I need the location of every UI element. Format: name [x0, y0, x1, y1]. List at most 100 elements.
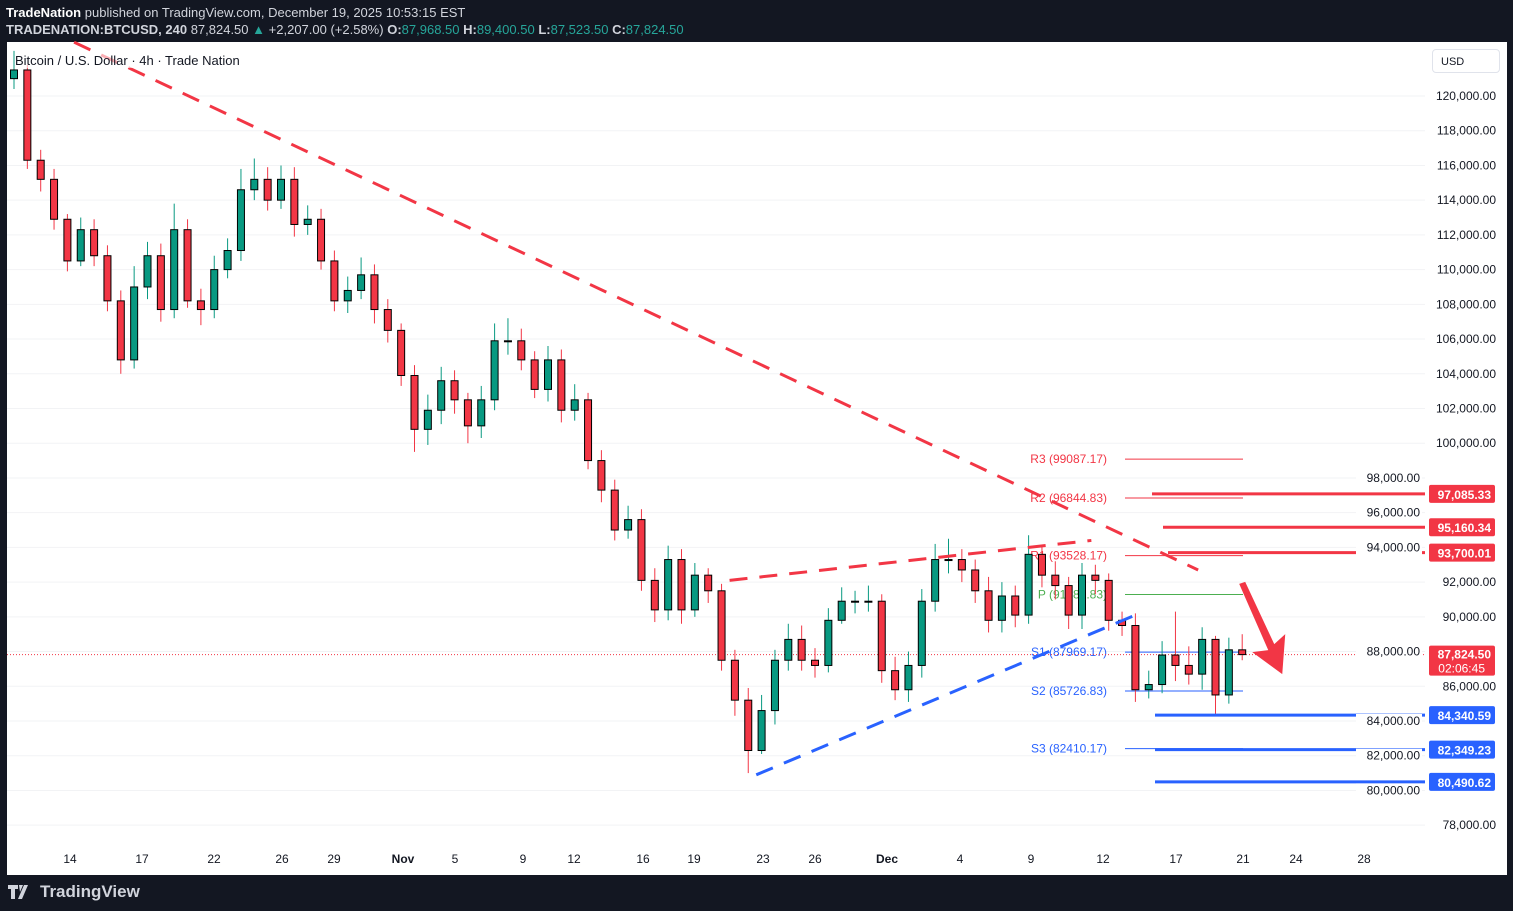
currency-button[interactable]: USD: [1432, 49, 1500, 73]
candle: [997, 595, 1006, 621]
price-tick-backdrop: [1356, 540, 1422, 556]
candle: [1238, 649, 1247, 656]
candle: [1011, 595, 1020, 616]
candle: [143, 255, 152, 288]
price-tick: 86,000.00: [1443, 679, 1497, 693]
candle: [236, 189, 245, 252]
candle: [1211, 638, 1220, 696]
candle: [116, 300, 125, 361]
candle: [677, 559, 686, 611]
candle: [103, 255, 112, 302]
pivot-label: R1 (93528.17): [1030, 549, 1107, 563]
candle: [971, 569, 980, 592]
price-tick: 114,000.00: [1437, 193, 1496, 207]
price-tick: 82,000.00: [1367, 749, 1421, 763]
candle: [130, 286, 139, 361]
time-tick: 17: [1169, 852, 1183, 866]
up-triangle-icon: ▲: [252, 22, 266, 37]
price-tick: 78,000.00: [1443, 818, 1497, 832]
time-tick: 9: [1028, 852, 1035, 866]
resistance-trendline: [729, 538, 1092, 582]
candle: [1198, 638, 1207, 675]
candle: [357, 274, 366, 291]
candle: [744, 699, 753, 752]
candle: [1078, 574, 1086, 616]
symbol: TRADENATION:BTCUSD, 240: [6, 22, 188, 37]
candle: [370, 274, 379, 311]
price-tick: 96,000.00: [1367, 506, 1421, 520]
price-tick-backdrop: [1356, 714, 1422, 729]
level-price-label: 82,349.23: [1438, 744, 1492, 758]
current-price-label: 87,824.50: [1438, 648, 1492, 662]
candle: [196, 300, 205, 311]
price-tick: 112,000.00: [1437, 228, 1496, 242]
support-trendline: [755, 613, 1136, 777]
countdown-label: 02:06:45: [1438, 662, 1485, 676]
price-tick: 106,000.00: [1436, 332, 1496, 346]
time-tick: Dec: [876, 852, 898, 866]
high-value: 89,400.50: [476, 22, 535, 37]
candle: [330, 260, 339, 302]
open-value: 87,968.50: [401, 22, 460, 37]
candle: [277, 178, 285, 201]
tradingview-logo: TradingView: [8, 882, 140, 902]
candle: [837, 600, 846, 621]
candle: [263, 178, 272, 201]
candle: [63, 218, 72, 262]
candle: [824, 619, 833, 666]
candle: [1158, 654, 1167, 686]
candle: [944, 559, 953, 562]
chart-title: Bitcoin / U.S. Dollar · 4h · Trade Natio…: [15, 53, 240, 68]
level-price-tag: [1429, 518, 1495, 537]
time-tick: 14: [63, 852, 77, 866]
level-price-tag: [1429, 484, 1495, 503]
candle: [290, 178, 299, 225]
candle: [383, 309, 392, 331]
candle: [410, 375, 419, 430]
price-tick: 100,000.00: [1436, 436, 1496, 450]
candle: [797, 638, 806, 661]
candle: [610, 489, 619, 531]
tradingview-logo-icon: [8, 885, 28, 899]
level-price-tag: [1429, 740, 1495, 759]
price-tick-backdrop: [1356, 783, 1422, 799]
candle: [570, 399, 579, 411]
candle: [877, 600, 886, 672]
price-tick-backdrop: [1356, 505, 1422, 521]
candle: [1131, 625, 1140, 691]
open-label: O:: [387, 22, 402, 37]
time-tick: 22: [207, 852, 221, 866]
candle: [811, 659, 819, 666]
candle: [917, 600, 926, 666]
time-tick: 29: [327, 852, 341, 866]
time-tick: 17: [135, 852, 149, 866]
candle: [690, 574, 699, 611]
candle: [437, 380, 446, 411]
price-tick: 94,000.00: [1367, 540, 1421, 554]
price-tick: 116,000.00: [1437, 158, 1496, 172]
candle: [1051, 574, 1060, 587]
candle: [1144, 684, 1153, 691]
level-price-label: 80,490.62: [1438, 776, 1492, 790]
candle: [597, 460, 606, 491]
time-tick: 26: [275, 852, 289, 866]
pivot-label: S2 (85726.83): [1031, 684, 1107, 698]
last-price: 87,824.50: [190, 22, 249, 37]
candle: [757, 710, 766, 752]
candle: [210, 269, 219, 311]
time-tick: 28: [1357, 852, 1371, 866]
candle: [704, 574, 713, 592]
level-price-tag: [1429, 706, 1495, 725]
level-price-label: 97,085.33: [1438, 488, 1492, 502]
time-tick: 24: [1289, 852, 1303, 866]
candle: [517, 340, 526, 361]
candle: [183, 229, 192, 302]
time-tick: 9: [520, 852, 527, 866]
price-tick-backdrop: [1356, 644, 1422, 660]
price-tick-backdrop: [1356, 748, 1422, 764]
price-tick: 80,000.00: [1367, 783, 1421, 797]
price-tick: 92,000.00: [1443, 575, 1497, 589]
price-tick: 102,000.00: [1436, 402, 1496, 416]
publish-info: TradeNation published on TradingView.com…: [6, 5, 465, 20]
